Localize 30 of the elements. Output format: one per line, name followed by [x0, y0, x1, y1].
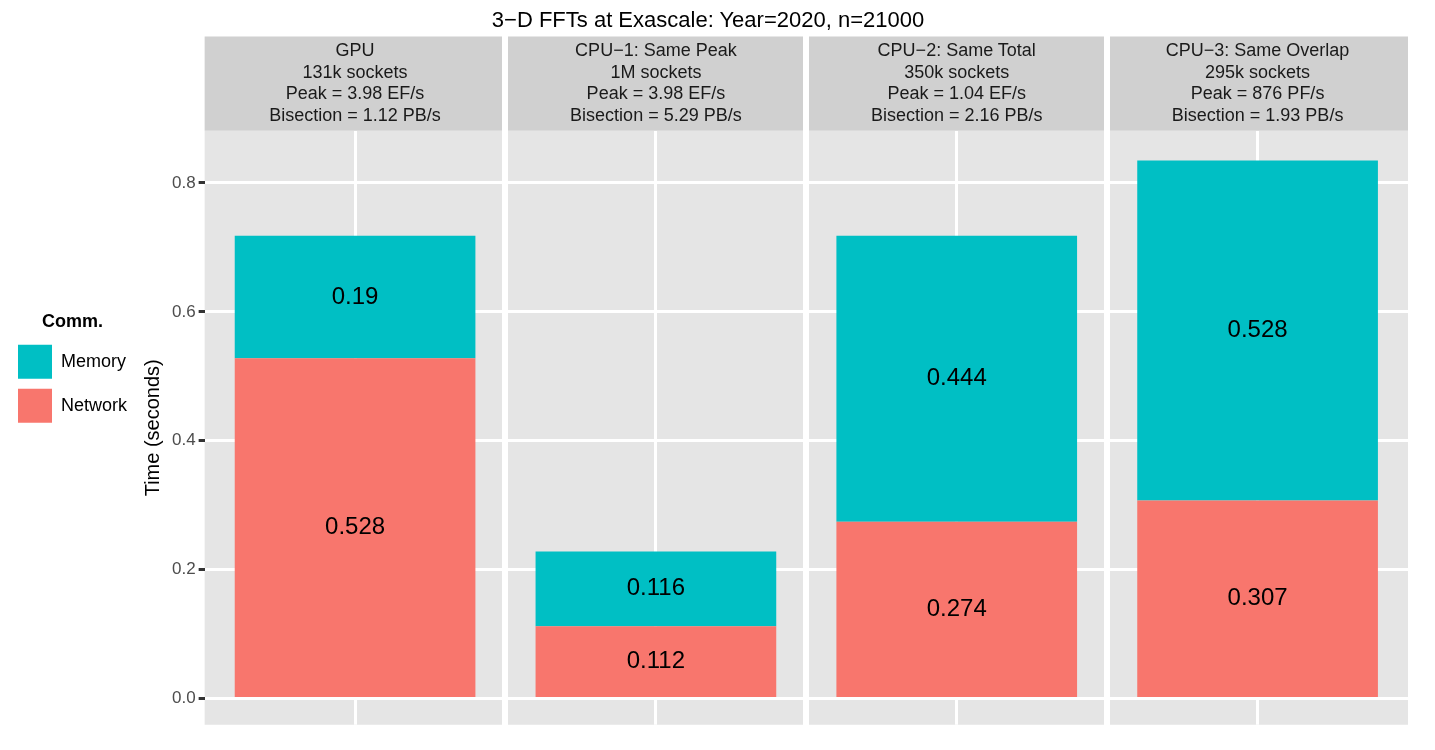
y-tick-label: 0.4 [172, 430, 196, 450]
bar [1137, 500, 1378, 697]
legend-title: Comm. [42, 311, 104, 332]
bar [836, 521, 1078, 697]
y-tick-label: 0.6 [172, 301, 196, 321]
data-label: 0.116 [626, 573, 686, 601]
x-tick-label: GPU 131k sockets Peak = 3.98 EF/s Bisection = 1.12 PB/s [269, 40, 441, 125]
y-tick-label: 0.8 [172, 172, 196, 192]
bar [535, 551, 777, 627]
x-tick-label: CPU−3: Same Overlap 295k sockets Peak = 876 PF/s Bisection = 1.93 PB/s [1165, 40, 1350, 125]
data-label: 0.19 [331, 281, 379, 309]
x-tick-label: CPU−2: Same Total 350k sockets Peak = 1.04 EF/s Bisection = 2.16 PB/s [870, 40, 1043, 125]
data-label: 0.528 [325, 512, 386, 540]
data-label: 0.528 [1227, 315, 1288, 343]
y-tick-label: 0.0 [172, 688, 196, 708]
chart-title: 3−D FFTs at Exascale: Year=2020, n=21000 [491, 7, 925, 33]
data-label: 0.274 [926, 594, 987, 621]
data-label: 0.444 [926, 363, 987, 391]
data-label: 0.112 [626, 646, 686, 674]
legend-label: Network [61, 394, 129, 415]
bar [836, 235, 1078, 522]
bar [234, 235, 476, 359]
bar [1137, 160, 1378, 501]
bar [234, 358, 476, 697]
x-tick-label: CPU−1: Same Peak 1M sockets Peak = 3.98 EF/s Bisection = 5.29 PB/s [570, 40, 742, 125]
bar [535, 626, 777, 697]
legend-label: Memory [61, 350, 127, 371]
y-tick-label: 0.2 [172, 559, 196, 579]
data-label: 0.307 [1227, 583, 1288, 611]
y-axis-title: Time (seconds) [140, 359, 163, 497]
